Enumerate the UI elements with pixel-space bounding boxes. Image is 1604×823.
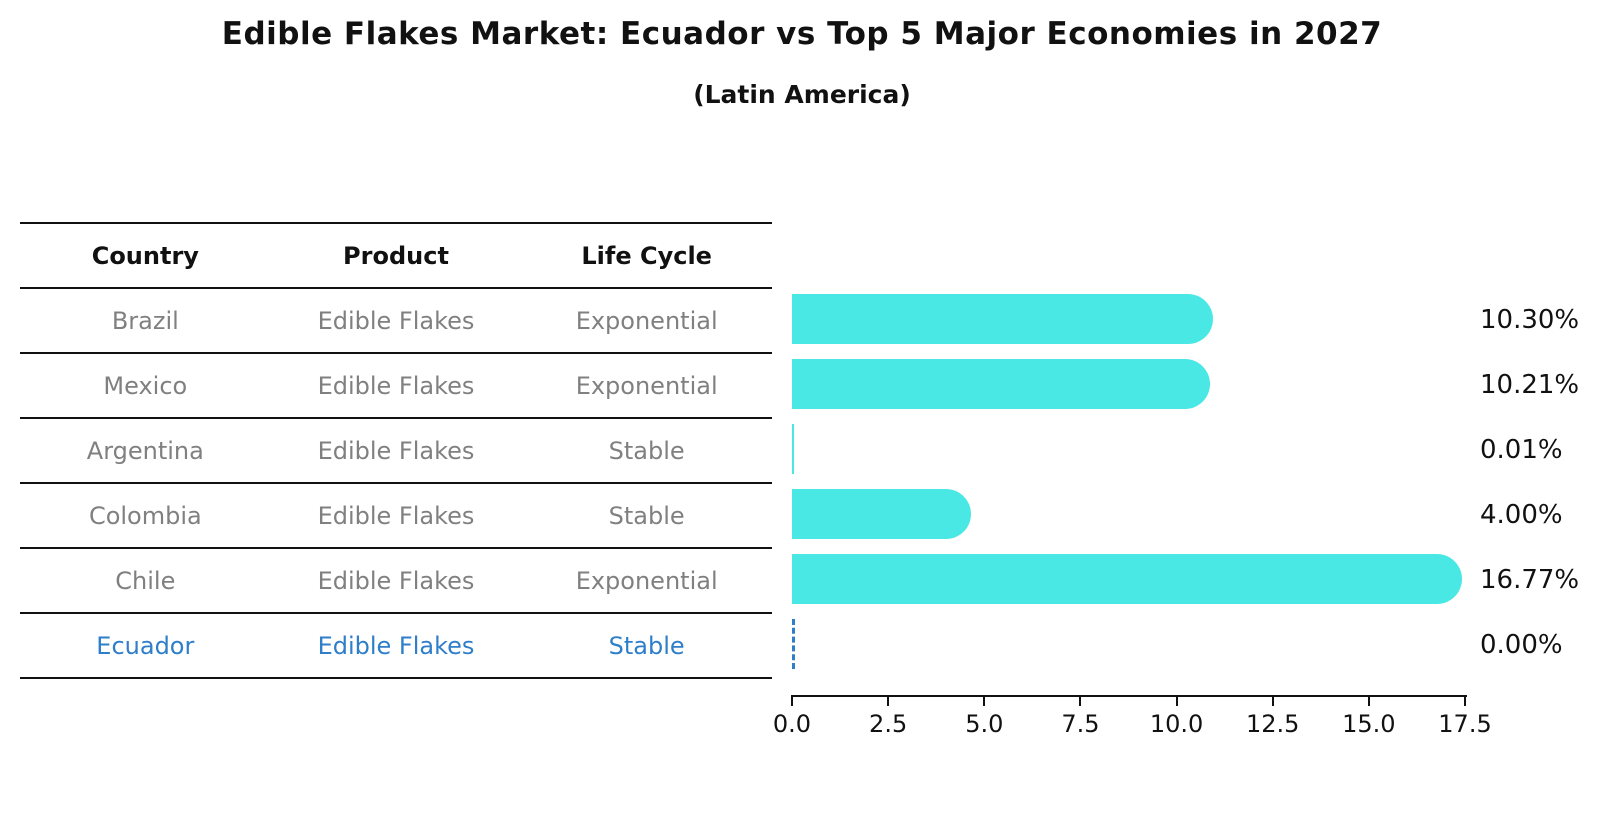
x-axis-tick-label: 15.0	[1342, 710, 1396, 738]
cell-product: Edible Flakes	[317, 501, 475, 530]
bar-brazil	[792, 294, 1214, 344]
cell-country: Brazil	[111, 306, 179, 335]
bar-ecuador	[792, 619, 795, 669]
x-axis-tick-label: 0.0	[772, 710, 812, 738]
table-row-colombia: Colombia Edible Flakes Stable	[20, 484, 772, 549]
x-axis-tick-label: 10.0	[1149, 710, 1204, 738]
bar-row	[792, 417, 1465, 482]
cell-product: Edible Flakes	[317, 566, 475, 595]
x-axis-tick	[1079, 697, 1082, 706]
table-header-lifecycle: Life Cycle	[581, 241, 712, 270]
table-header-product: Product	[343, 241, 449, 270]
cell-life-cycle: Stable	[608, 436, 685, 465]
table-body: Brazil Edible Flakes Exponential Mexico Edib…	[20, 289, 772, 679]
bar-value-label-ecuador: 0.00%	[1480, 629, 1563, 660]
table-row-chile: Chile Edible Flakes Exponential	[20, 549, 772, 614]
table-row-brazil: Brazil Edible Flakes Exponential	[20, 289, 772, 354]
cell-country: Ecuador	[96, 631, 195, 660]
bar-value-label-brazil: 10.30%	[1480, 304, 1580, 335]
bar-argentina	[792, 424, 794, 474]
cell-country: Chile	[115, 566, 176, 595]
bar-chart: 0.0 2.5 5.0 7.5 10.0 12.5 15.0 17.5	[773, 287, 1492, 787]
cell-country: Argentina	[86, 436, 204, 465]
x-axis-tick-label: 12.5	[1245, 710, 1300, 738]
cell-life-cycle: Exponential	[575, 566, 718, 595]
bar-value-label-colombia: 4.00%	[1480, 499, 1563, 530]
x-axis-tick	[1271, 697, 1274, 706]
cell-product: Edible Flakes	[317, 371, 475, 400]
table-row-ecuador: Ecuador Edible Flakes Stable	[20, 614, 772, 679]
bar-value-label-argentina: 0.01%	[1480, 434, 1563, 465]
bar-row	[792, 547, 1465, 612]
cell-life-cycle: Exponential	[575, 306, 718, 335]
table-header-row: Country Product Life Cycle	[20, 224, 772, 289]
bar-row	[792, 482, 1465, 547]
cell-product: Edible Flakes	[317, 436, 475, 465]
cell-country: Mexico	[103, 371, 188, 400]
table-row-mexico: Mexico Edible Flakes Exponential	[20, 354, 772, 419]
cell-life-cycle: Stable	[608, 631, 685, 660]
x-axis-tick-label: 2.5	[869, 710, 908, 738]
x-axis-tick	[791, 697, 793, 706]
cell-product: Edible Flakes	[317, 631, 475, 660]
chart-title: Edible Flakes Market: Ecuador vs Top 5 M…	[221, 16, 1383, 52]
bar-mexico	[792, 359, 1210, 409]
bar-row	[792, 352, 1465, 417]
summary-table: Country Product Life Cycle Brazil Edible …	[20, 222, 772, 679]
x-axis-tick	[1175, 697, 1178, 706]
bar-colombia	[792, 489, 971, 539]
cell-life-cycle: Exponential	[575, 371, 718, 400]
x-axis-tick	[1464, 697, 1466, 706]
cell-country: Colombia	[88, 501, 202, 530]
cell-product: Edible Flakes	[317, 306, 475, 335]
table-header-country: Country	[91, 241, 199, 270]
x-axis-tick-label: 7.5	[1061, 710, 1100, 738]
bar-row	[792, 612, 1465, 677]
x-axis-tick	[887, 697, 890, 706]
x-axis-tick	[1367, 697, 1370, 706]
x-axis-tick-label: 5.0	[965, 710, 1004, 738]
bar-value-label-chile: 16.77%	[1480, 564, 1580, 595]
cell-life-cycle: Stable	[608, 501, 685, 530]
x-axis-tick	[983, 697, 986, 706]
bar-value-label-mexico: 10.21%	[1480, 369, 1580, 400]
x-axis-tick-label: 17.5	[1438, 710, 1492, 738]
x-axis-line	[791, 695, 1467, 697]
bar-chile	[792, 554, 1462, 604]
chart-subtitle: (Latin America)	[693, 80, 911, 109]
bar-row	[792, 287, 1465, 352]
table-row-argentina: Argentina Edible Flakes Stable	[20, 419, 772, 484]
